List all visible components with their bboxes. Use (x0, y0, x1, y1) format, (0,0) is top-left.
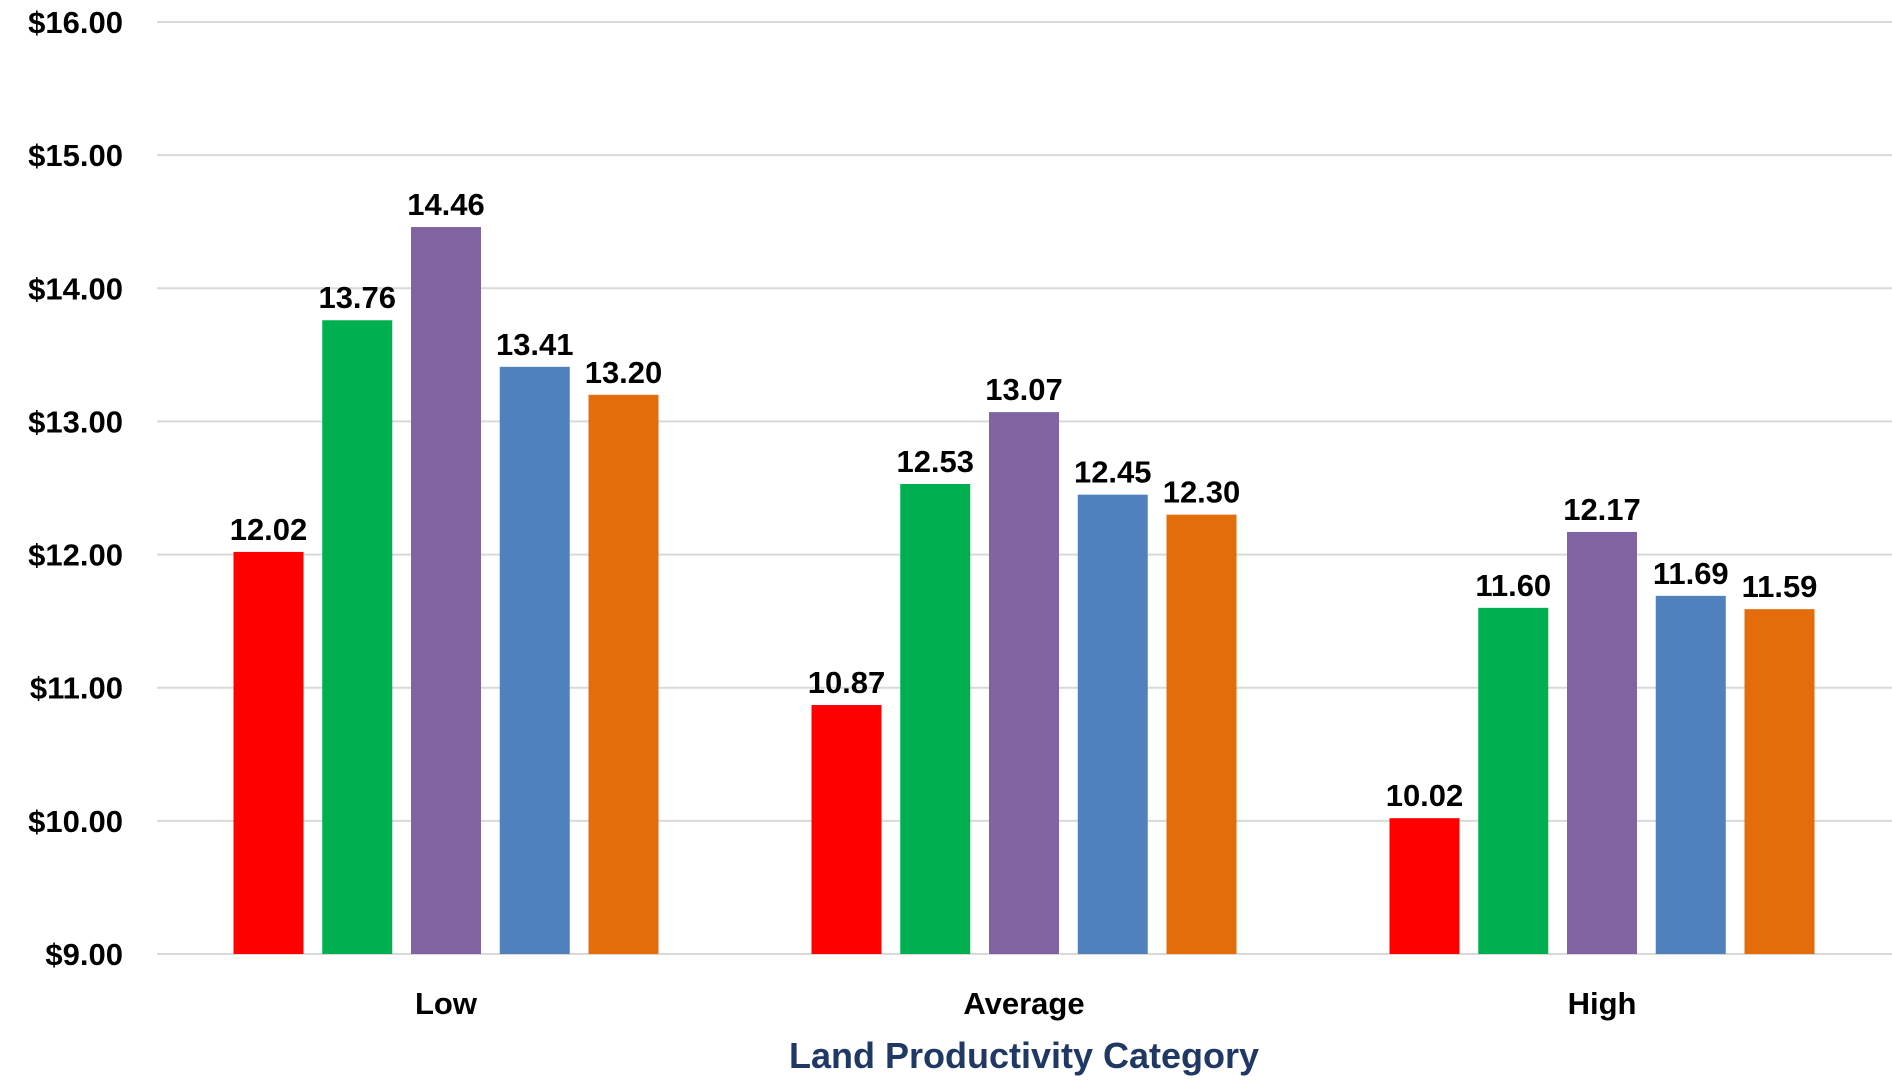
category-label: Low (415, 986, 478, 1021)
y-tick-label: $14.00 (28, 271, 123, 306)
data-label: 11.69 (1653, 556, 1729, 591)
data-label: 12.45 (1074, 455, 1152, 490)
category-label: High (1568, 986, 1637, 1021)
data-label: 13.41 (496, 327, 574, 362)
y-tick-label: $9.00 (45, 937, 123, 972)
data-label: 13.07 (985, 372, 1063, 407)
bar (499, 366, 570, 955)
bar (588, 394, 659, 954)
data-label: 10.02 (1386, 778, 1464, 813)
data-label: 12.17 (1563, 492, 1641, 527)
data-label: 12.53 (896, 444, 974, 479)
bar (1077, 494, 1148, 954)
y-tick-label: $11.00 (30, 671, 123, 706)
category-label: Average (963, 986, 1084, 1021)
bars (233, 227, 1815, 955)
data-label: 11.60 (1475, 568, 1551, 603)
data-label: 13.76 (318, 280, 396, 315)
data-labels: 12.02 13.76 14.46 13.41 13.20 10.87 12.53 13.07… (230, 187, 1818, 813)
bar (322, 320, 393, 954)
bar (1389, 818, 1460, 954)
data-label: 10.87 (808, 665, 886, 700)
bar (1567, 531, 1637, 954)
data-label: 14.46 (407, 187, 485, 222)
bar (811, 705, 882, 954)
y-tick-label: $15.00 (28, 138, 123, 173)
bar (900, 484, 971, 954)
y-tick-label: $16.00 (28, 5, 123, 40)
x-axis-title: Land Productivity Category (789, 1035, 1259, 1076)
bar (1655, 595, 1726, 954)
y-tick-label: $10.00 (28, 804, 123, 839)
y-axis-tick-labels: $9.00 $10.00 $11.00 $12.00 $13.00 $14.00 $15.0… (28, 5, 123, 972)
data-label: 13.20 (585, 355, 663, 390)
y-tick-label: $13.00 (28, 404, 123, 439)
bar (1166, 514, 1237, 954)
bar (233, 551, 304, 954)
data-label: 11.59 (1742, 569, 1818, 604)
data-label: 12.30 (1163, 475, 1241, 510)
bar (411, 227, 481, 955)
data-label: 12.02 (230, 512, 308, 547)
bar (1744, 609, 1815, 954)
bar (989, 412, 1059, 954)
bar (1478, 607, 1549, 954)
x-axis-category-labels: Low Average High (415, 986, 1636, 1021)
y-tick-label: $12.00 (28, 538, 123, 573)
